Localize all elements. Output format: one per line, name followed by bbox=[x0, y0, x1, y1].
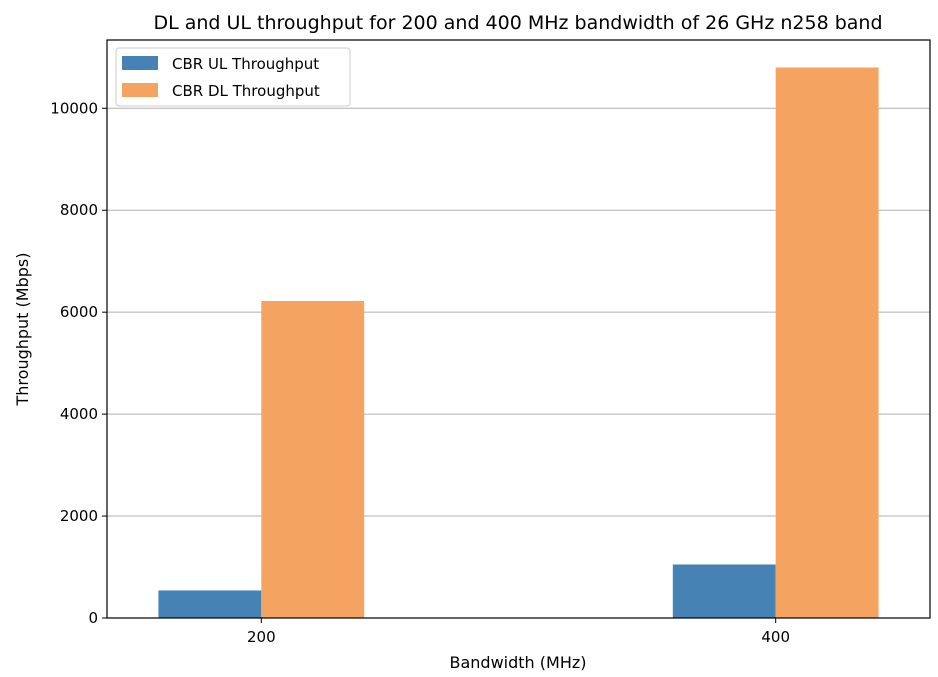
y-tick-label: 8000 bbox=[60, 201, 98, 219]
axis-ticks: 0 2000 4000 6000 8000 10000 200 400 bbox=[50, 99, 790, 646]
y-tick-label: 0 bbox=[88, 609, 98, 627]
bar-ul-400 bbox=[672, 564, 776, 618]
legend-frame bbox=[115, 47, 351, 107]
bar-dl-200 bbox=[261, 300, 365, 618]
plot-frame bbox=[106, 39, 931, 619]
legend-swatch-ul bbox=[122, 56, 158, 70]
y-axis-label: Throughput (Mbps) bbox=[13, 253, 32, 407]
y-tick-label: 10000 bbox=[50, 99, 98, 117]
bars bbox=[158, 67, 879, 619]
y-tick-label: 4000 bbox=[60, 405, 98, 423]
chart-title: DL and UL throughput for 200 and 400 MHz… bbox=[153, 12, 882, 34]
bar-ul-200 bbox=[158, 590, 262, 618]
legend-swatch-dl bbox=[122, 83, 158, 97]
x-axis-label: Bandwidth (MHz) bbox=[450, 653, 587, 672]
y-tick-label: 6000 bbox=[60, 303, 98, 321]
y-tick-label: 2000 bbox=[60, 507, 98, 525]
bar-dl-400 bbox=[775, 67, 879, 619]
legend: CBR UL Throughput CBR DL Throughput bbox=[115, 47, 351, 107]
legend-label-dl: CBR DL Throughput bbox=[172, 82, 320, 100]
legend-label-ul: CBR UL Throughput bbox=[172, 55, 319, 73]
x-tick-label: 200 bbox=[247, 628, 276, 646]
x-tick-label: 400 bbox=[761, 628, 790, 646]
